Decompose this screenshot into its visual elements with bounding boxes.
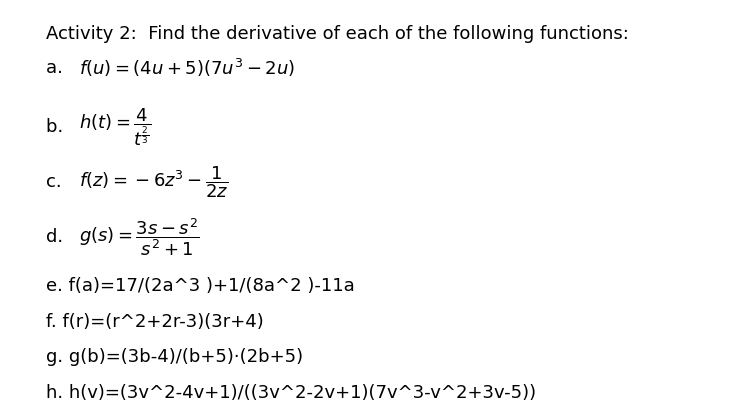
- Text: d.: d.: [46, 227, 68, 245]
- Text: $f(z) = -6z^3 - \dfrac{1}{2z}$: $f(z) = -6z^3 - \dfrac{1}{2z}$: [80, 164, 229, 199]
- Text: $h(t) = \dfrac{4}{t^{\frac{2}{3}}}$: $h(t) = \dfrac{4}{t^{\frac{2}{3}}}$: [80, 106, 152, 147]
- Text: e. f(a)=17/(2a^3 )+1/(8a^2 )-11a: e. f(a)=17/(2a^3 )+1/(8a^2 )-11a: [46, 276, 354, 294]
- Text: a.: a.: [46, 59, 68, 77]
- Text: h. h(v)=(3v^2-4v+1)/((3v^2-2v+1)(7v^3-v^2+3v-5)): h. h(v)=(3v^2-4v+1)/((3v^2-2v+1)(7v^3-v^…: [46, 382, 536, 400]
- Text: c.: c.: [46, 173, 67, 191]
- Text: b.: b.: [46, 118, 68, 136]
- Text: $f(u) = (4u + 5)(7u^3 - 2u)$: $f(u) = (4u + 5)(7u^3 - 2u)$: [80, 57, 296, 79]
- Text: g. g(b)=(3b-4)/(b+5)·(2b+5): g. g(b)=(3b-4)/(b+5)·(2b+5): [46, 347, 303, 365]
- Text: $g(s) = \dfrac{3s-s^2}{s^2+1}$: $g(s) = \dfrac{3s-s^2}{s^2+1}$: [80, 216, 200, 257]
- Text: Activity 2:  Find the derivative of each of the following functions:: Activity 2: Find the derivative of each …: [46, 25, 628, 43]
- Text: f. f(r)=(r^2+2r-3)(3r+4): f. f(r)=(r^2+2r-3)(3r+4): [46, 312, 263, 330]
